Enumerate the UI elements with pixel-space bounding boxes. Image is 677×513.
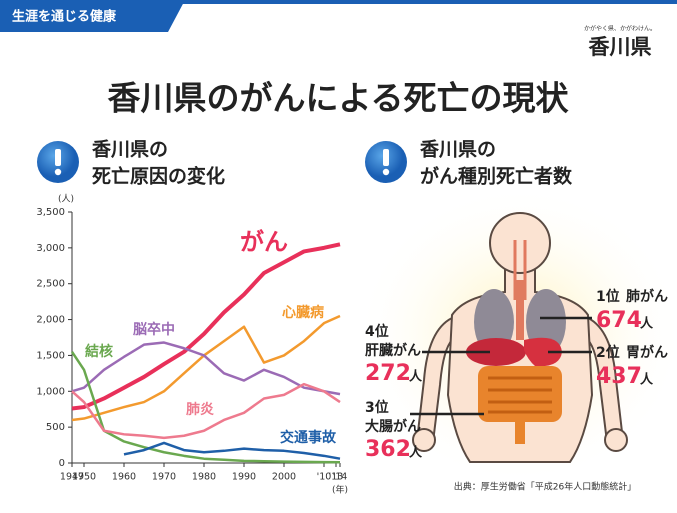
icon bbox=[365, 141, 407, 183]
y-tick-label: 500 bbox=[46, 422, 65, 433]
death-count: 437 bbox=[596, 364, 642, 389]
page-title: 香川県のがんによる死亡の現状 bbox=[107, 79, 569, 118]
x-tick-label: 1960 bbox=[112, 472, 136, 483]
section-heading: がん種別死亡者数 bbox=[420, 165, 573, 188]
icon bbox=[37, 141, 79, 183]
death-count: 674 bbox=[596, 308, 642, 333]
count-unit: 人 bbox=[409, 369, 423, 385]
cancer-name: 肺がん bbox=[626, 288, 668, 305]
series-label: 交通事故 bbox=[280, 429, 337, 446]
section-heading: 香川県の bbox=[91, 139, 168, 161]
x-axis-unit: (年) bbox=[332, 484, 348, 496]
series-label: 脳卒中 bbox=[133, 321, 175, 338]
source-note: 出典：厚生労働省「平成26年人口動態統計」 bbox=[454, 481, 636, 493]
y-tick-label: 2,500 bbox=[36, 279, 65, 290]
death-count: 362 bbox=[365, 437, 411, 462]
y-tick-label: 1,500 bbox=[36, 350, 65, 361]
rank: 3位 bbox=[365, 399, 389, 416]
death-count: 272 bbox=[365, 361, 411, 386]
y-tick-label: 1,000 bbox=[36, 386, 65, 397]
count-unit: 人 bbox=[640, 372, 654, 388]
count-unit: 人 bbox=[640, 316, 654, 332]
y-tick-label: 3,000 bbox=[36, 243, 65, 254]
cancer-name: 胃がん bbox=[626, 344, 668, 361]
y-tick-label: 2,000 bbox=[36, 315, 65, 326]
series-label: がん bbox=[240, 228, 288, 256]
rank: 2位 bbox=[596, 344, 620, 361]
cancer-name: 肝臓がん bbox=[365, 342, 421, 359]
page: 生涯を通じる健康 かがやく県、かがわけん。 香川県 香川県のがんによる死亡の現状… bbox=[0, 0, 677, 513]
header-tag: 生涯を通じる健康 bbox=[12, 9, 117, 25]
series-line bbox=[72, 244, 340, 408]
cancer-name: 大腸がん bbox=[365, 418, 421, 435]
x-tick-label: 1970 bbox=[152, 472, 176, 483]
rank: 1位 bbox=[596, 288, 620, 305]
y-tick-label: 0 bbox=[59, 458, 65, 469]
section-heading: 香川県の bbox=[419, 139, 496, 161]
rank: 4位 bbox=[365, 323, 389, 340]
y-tick-label: 3,500 bbox=[36, 207, 65, 218]
x-tick-label: 2000 bbox=[272, 472, 296, 483]
x-tick-label: 1990 bbox=[232, 472, 256, 483]
section-heading: 死亡原因の変化 bbox=[92, 165, 225, 188]
chart: 05001,0001,5002,0002,5003,0003,500194719… bbox=[36, 194, 348, 496]
x-tick-label: 1950 bbox=[72, 472, 96, 483]
x-tick-label: '14 bbox=[333, 472, 348, 483]
count-unit: 人 bbox=[409, 445, 423, 461]
series-label: 結核 bbox=[85, 343, 113, 360]
y-axis-unit: (人) bbox=[58, 194, 74, 205]
logo: 香川県 bbox=[589, 35, 652, 59]
x-tick-label: 1980 bbox=[192, 472, 216, 483]
logo-tagline: かがやく県、かがわけん。 bbox=[584, 25, 656, 33]
series-label: 心臓病 bbox=[282, 304, 324, 321]
series-label: 肺炎 bbox=[186, 402, 214, 418]
